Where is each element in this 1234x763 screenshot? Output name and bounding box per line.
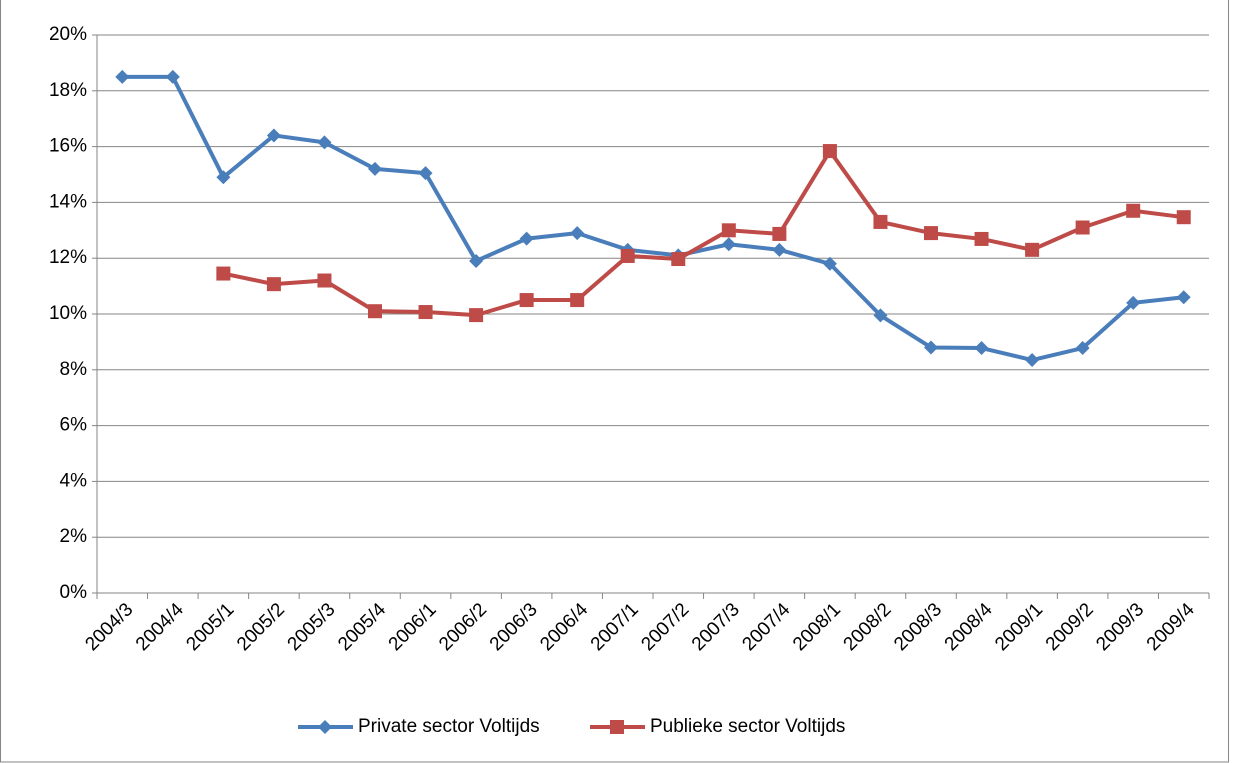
point	[469, 308, 484, 323]
point	[1075, 220, 1090, 235]
point	[317, 135, 332, 150]
y-tick-label: 8%	[60, 359, 88, 380]
point	[721, 237, 736, 252]
point	[671, 252, 686, 267]
y-tick-label: 6%	[60, 415, 88, 436]
point	[772, 242, 787, 257]
point	[924, 226, 938, 241]
point	[469, 253, 484, 268]
y-tick-label: 20%	[49, 24, 87, 45]
point	[772, 226, 787, 241]
point	[1025, 353, 1040, 368]
point	[1126, 295, 1141, 310]
point	[115, 69, 130, 84]
point	[822, 144, 837, 159]
point	[266, 277, 281, 292]
point	[418, 305, 433, 320]
point	[216, 170, 231, 185]
point	[620, 248, 635, 263]
point	[317, 273, 332, 288]
legend-label: Private sector Voltijds	[358, 716, 540, 737]
y-tick-label: 14%	[49, 191, 87, 212]
point	[1025, 242, 1040, 257]
point	[216, 266, 231, 281]
point	[974, 231, 989, 246]
y-tick-label: 10%	[49, 303, 87, 324]
series-line	[222, 149, 1184, 318]
y-tick-label: 0%	[60, 582, 88, 603]
y-tick-label: 2%	[60, 526, 88, 547]
legend-label: Publieke sector Voltijds	[650, 716, 845, 737]
point	[368, 304, 382, 319]
point	[519, 293, 534, 308]
point	[1176, 290, 1191, 305]
point	[873, 214, 888, 229]
point	[368, 161, 382, 176]
point	[570, 293, 585, 308]
point	[165, 69, 180, 84]
point	[924, 340, 938, 355]
point	[822, 256, 837, 271]
point	[1176, 210, 1191, 225]
y-tick-label: 12%	[49, 247, 87, 268]
point	[1075, 341, 1090, 356]
y-tick-label: 16%	[49, 136, 87, 157]
legend-marker	[318, 720, 332, 734]
point	[873, 308, 888, 323]
point	[1126, 203, 1141, 218]
y-tick-label: 18%	[49, 80, 87, 101]
point	[519, 231, 534, 246]
y-tick-label: 4%	[60, 470, 88, 491]
point	[418, 166, 433, 181]
point	[721, 223, 736, 238]
point	[974, 341, 989, 356]
legend-marker	[610, 720, 624, 734]
point	[266, 128, 281, 143]
point	[570, 226, 585, 241]
series-line	[122, 74, 1184, 363]
